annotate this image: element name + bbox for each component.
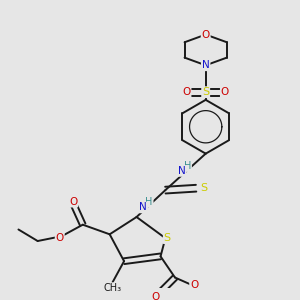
Text: O: O — [182, 87, 190, 97]
Text: S: S — [202, 87, 209, 97]
Text: O: O — [202, 30, 210, 40]
Text: O: O — [152, 292, 160, 300]
Text: N: N — [140, 202, 147, 212]
Text: N: N — [178, 166, 186, 176]
Text: CH₃: CH₃ — [103, 283, 122, 293]
Text: O: O — [56, 233, 64, 243]
Text: H: H — [146, 196, 153, 207]
Text: N: N — [202, 60, 210, 70]
Text: O: O — [190, 280, 198, 290]
Text: O: O — [221, 87, 229, 97]
Text: H: H — [184, 161, 191, 171]
Text: O: O — [69, 196, 77, 207]
Text: S: S — [200, 183, 207, 193]
Text: S: S — [164, 233, 171, 243]
